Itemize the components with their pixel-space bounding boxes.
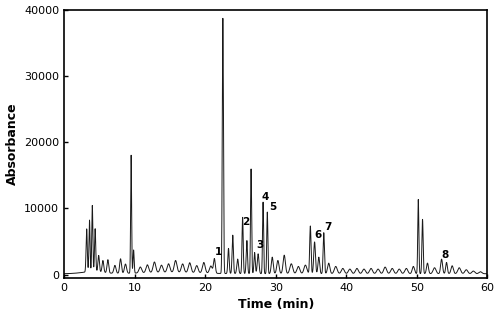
Text: 8: 8 (442, 250, 449, 260)
Text: 6: 6 (314, 230, 322, 240)
Text: 7: 7 (324, 222, 331, 232)
Y-axis label: Absorbance: Absorbance (6, 102, 18, 185)
Text: 5: 5 (270, 202, 276, 212)
Text: 3: 3 (256, 240, 264, 249)
Text: 1: 1 (214, 248, 222, 257)
Text: 4: 4 (262, 192, 269, 202)
Text: 2: 2 (242, 217, 250, 227)
X-axis label: Time (min): Time (min) (238, 298, 314, 311)
